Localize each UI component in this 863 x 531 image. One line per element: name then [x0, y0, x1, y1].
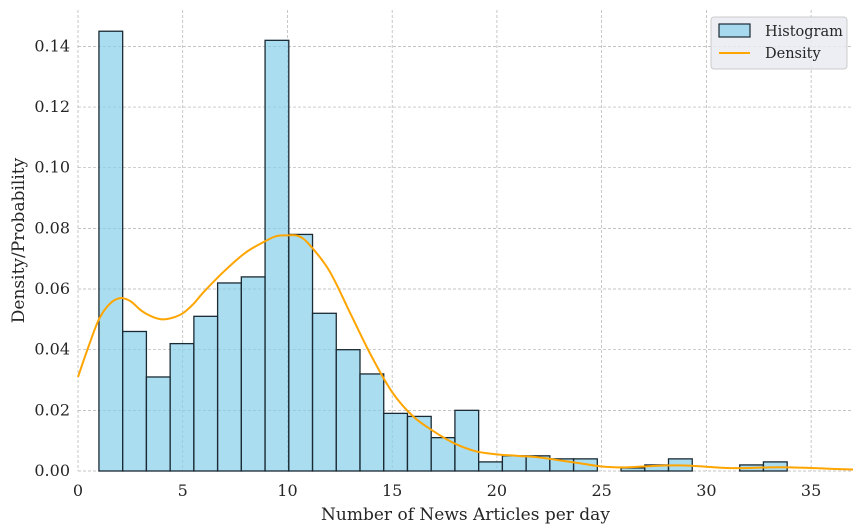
histogram-bar [311, 312, 337, 472]
y-tick-label: 0.04 [34, 340, 70, 359]
legend-swatch-histogram [718, 23, 751, 38]
x-axis-label: Number of News Articles per day [321, 505, 610, 525]
y-tick-label: 0.08 [34, 218, 70, 237]
x-tick-label: 15 [382, 481, 402, 500]
density-curve-layer [77, 234, 854, 471]
histogram-bar [335, 349, 361, 472]
x-tick-label: 35 [801, 481, 821, 500]
histogram-bar [193, 315, 219, 472]
histogram-bar [383, 412, 409, 472]
y-tick-label: 0.00 [34, 461, 70, 480]
histogram-bar [454, 409, 480, 472]
histogram-bars [98, 30, 788, 472]
x-tick-label: 20 [487, 481, 507, 500]
y-tick-label: 0.12 [34, 97, 70, 116]
y-tick-label: 0.14 [34, 36, 70, 55]
y-tick-label: 0.06 [34, 279, 70, 298]
histogram-bar [98, 30, 124, 472]
x-tick-label: 10 [277, 481, 297, 500]
histogram-bar [359, 373, 385, 472]
tick-labels: 0 5 10 15 20 25 30 35 0.00 0.02 0.04 0.06 0.08 0.10 0.… [34, 36, 821, 500]
histogram-bar [288, 233, 314, 472]
legend: Histogram Density [710, 16, 848, 70]
histogram-bar [501, 455, 527, 472]
histogram-bar [169, 342, 195, 472]
histogram-bar [240, 276, 266, 472]
histogram-bar [620, 467, 646, 472]
x-tick-label: 0 [73, 481, 83, 500]
y-axis-label: Density/Probability [9, 157, 29, 323]
legend-label-histogram: Histogram [765, 24, 843, 40]
histogram-bar [122, 330, 148, 472]
y-tick-label: 0.02 [34, 400, 70, 419]
histogram-bar [478, 461, 504, 472]
y-tick-label: 0.10 [34, 158, 70, 177]
histogram-bar [216, 282, 242, 472]
legend-label-density: Density [765, 46, 821, 62]
histogram-bar [264, 39, 290, 472]
x-tick-label: 30 [696, 481, 716, 500]
x-tick-label: 25 [591, 481, 611, 500]
histogram-bar [145, 376, 171, 472]
density-curve [77, 234, 854, 471]
x-tick-label: 5 [178, 481, 188, 500]
histogram-bar [406, 415, 432, 472]
